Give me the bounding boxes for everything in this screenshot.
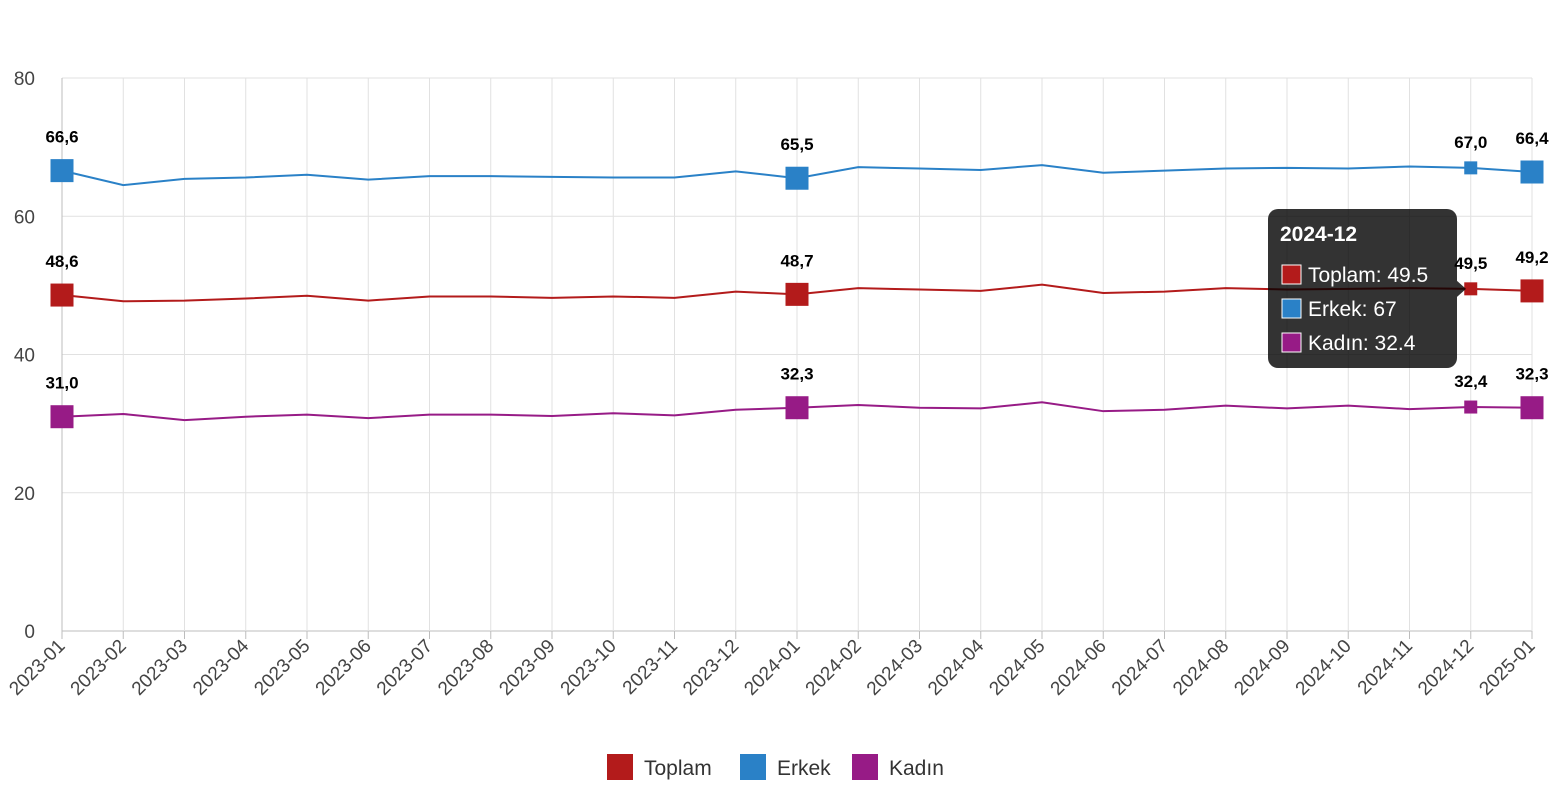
x-tick-label: 2023-01 — [5, 636, 69, 700]
legend-swatch-toplam[interactable] — [607, 754, 633, 780]
data-label: 65,5 — [780, 135, 813, 154]
data-label: 66,4 — [1515, 129, 1549, 148]
x-tick-label: 2024-08 — [1169, 636, 1233, 700]
data-point-marker[interactable] — [1520, 279, 1544, 303]
x-tick-label: 2023-02 — [67, 636, 131, 700]
x-tick-label: 2023-09 — [495, 636, 559, 700]
x-tick-label: 2023-07 — [373, 636, 437, 700]
data-point-marker[interactable] — [50, 159, 74, 183]
x-tick-label: 2024-03 — [863, 636, 927, 700]
x-tick-label: 2023-12 — [679, 636, 743, 700]
y-tick-label: 40 — [14, 346, 35, 367]
x-tick-label: 2024-12 — [1414, 636, 1478, 700]
x-tick-label: 2023-06 — [312, 636, 376, 700]
tooltip-title: 2024-12 — [1280, 223, 1357, 246]
data-point-marker[interactable] — [785, 282, 809, 306]
x-tick-label: 2024-11 — [1354, 636, 1417, 699]
data-point-marker[interactable] — [785, 166, 809, 190]
x-tick-label: 2024-05 — [985, 636, 1049, 700]
x-tick-label: 2024-09 — [1230, 636, 1294, 700]
x-tick-label: 2024-06 — [1047, 636, 1111, 700]
data-label: 67,0 — [1454, 133, 1487, 152]
data-label: 32,3 — [780, 365, 813, 384]
data-point-marker[interactable] — [1520, 396, 1544, 420]
data-label: 49,2 — [1515, 248, 1548, 267]
legend-swatch-erkek[interactable] — [740, 754, 766, 780]
data-label: 31,0 — [45, 374, 78, 393]
x-tick-label: 2023-04 — [189, 635, 253, 699]
tooltip-line: Toplam: 49.5 — [1308, 264, 1428, 287]
data-label: 48,6 — [45, 252, 78, 271]
data-label: 32,3 — [1515, 365, 1548, 384]
x-tick-label: 2024-10 — [1292, 636, 1356, 700]
data-label: 66,6 — [45, 128, 78, 147]
data-point-marker[interactable] — [50, 283, 74, 307]
x-tick-label: 2024-01 — [740, 636, 804, 700]
y-tick-label: 0 — [24, 622, 35, 643]
tooltip-line: Erkek: 67 — [1308, 298, 1397, 321]
y-tick-label: 60 — [14, 207, 35, 228]
data-point-marker[interactable] — [785, 396, 809, 420]
data-label: 32,4 — [1454, 372, 1488, 391]
x-tick-label: 2023-11 — [619, 636, 682, 699]
tooltip-box — [1268, 209, 1457, 368]
x-tick-label: 2023-03 — [128, 636, 192, 700]
tooltip-line: Kadın: 32.4 — [1308, 332, 1416, 355]
tooltip-swatch — [1281, 332, 1302, 353]
tooltip-swatch — [1281, 264, 1302, 285]
x-tick-label: 2024-07 — [1108, 636, 1172, 700]
legend-label-toplam: Toplam — [644, 757, 712, 780]
x-tick-label: 2025-01 — [1475, 636, 1539, 700]
data-point-marker-active[interactable] — [1464, 400, 1478, 414]
data-point-marker-active[interactable] — [1464, 282, 1478, 296]
data-point-marker[interactable] — [1520, 160, 1544, 184]
x-tick-label: 2023-10 — [557, 636, 621, 700]
data-point-marker-active[interactable] — [1464, 161, 1478, 175]
data-label: 48,7 — [780, 251, 813, 270]
data-label: 49,5 — [1454, 254, 1487, 273]
y-tick-label: 20 — [14, 484, 35, 505]
tooltip-caret — [1457, 280, 1466, 297]
y-tick-label: 80 — [14, 69, 35, 90]
x-tick-label: 2024-04 — [924, 635, 988, 699]
legend-label-kadın: Kadın — [889, 757, 944, 780]
tooltip-swatch — [1281, 298, 1302, 319]
x-tick-label: 2023-05 — [250, 636, 314, 700]
x-tick-label: 2024-02 — [802, 636, 866, 700]
data-point-marker[interactable] — [50, 405, 74, 429]
legend-label-erkek: Erkek — [777, 757, 831, 780]
x-tick-label: 2023-08 — [434, 636, 498, 700]
legend-swatch-kadın[interactable] — [852, 754, 878, 780]
